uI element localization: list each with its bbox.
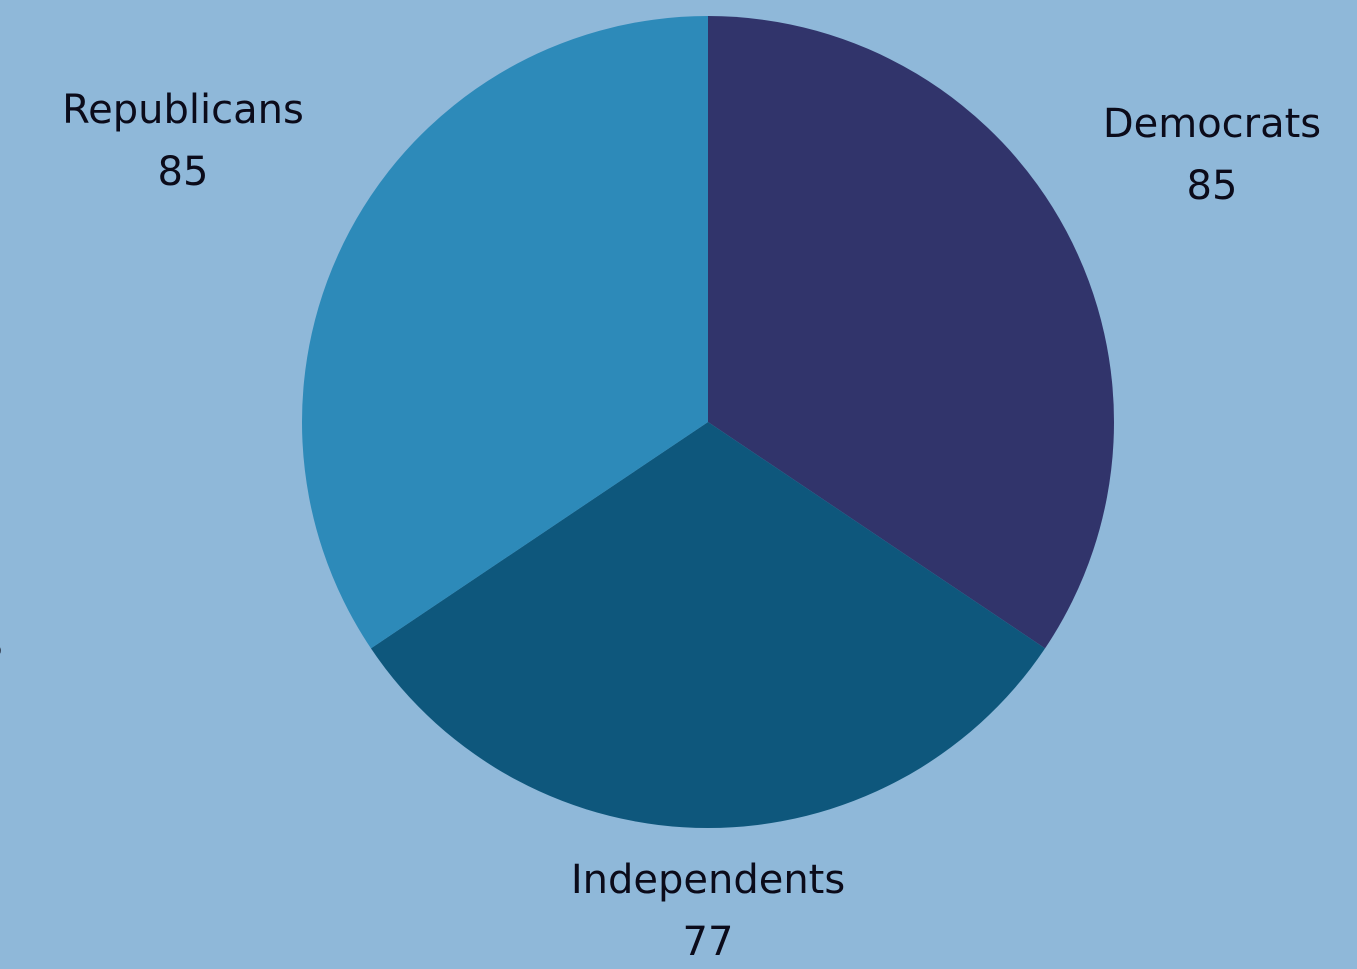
- data-label-value-republicans: 85: [158, 149, 209, 195]
- data-label-name-independents: Independents: [571, 857, 845, 903]
- pie-slice-independents: [370, 422, 1046, 829]
- pie-data-labels: Democrats 85 Independents 77 Republicans 85: [62, 87, 1321, 965]
- data-label-name-democrats: Democrats: [1103, 101, 1321, 147]
- pie-slice-republicans: [301, 16, 708, 649]
- pie-slices: [301, 16, 1115, 829]
- data-label-name-republicans: Republicans: [62, 87, 304, 133]
- pie-slice-democrats: [708, 16, 1115, 649]
- data-label-value-independents: 77: [683, 919, 734, 965]
- cropped-text-fragment: s: [0, 618, 3, 666]
- data-label-value-democrats: 85: [1187, 163, 1238, 209]
